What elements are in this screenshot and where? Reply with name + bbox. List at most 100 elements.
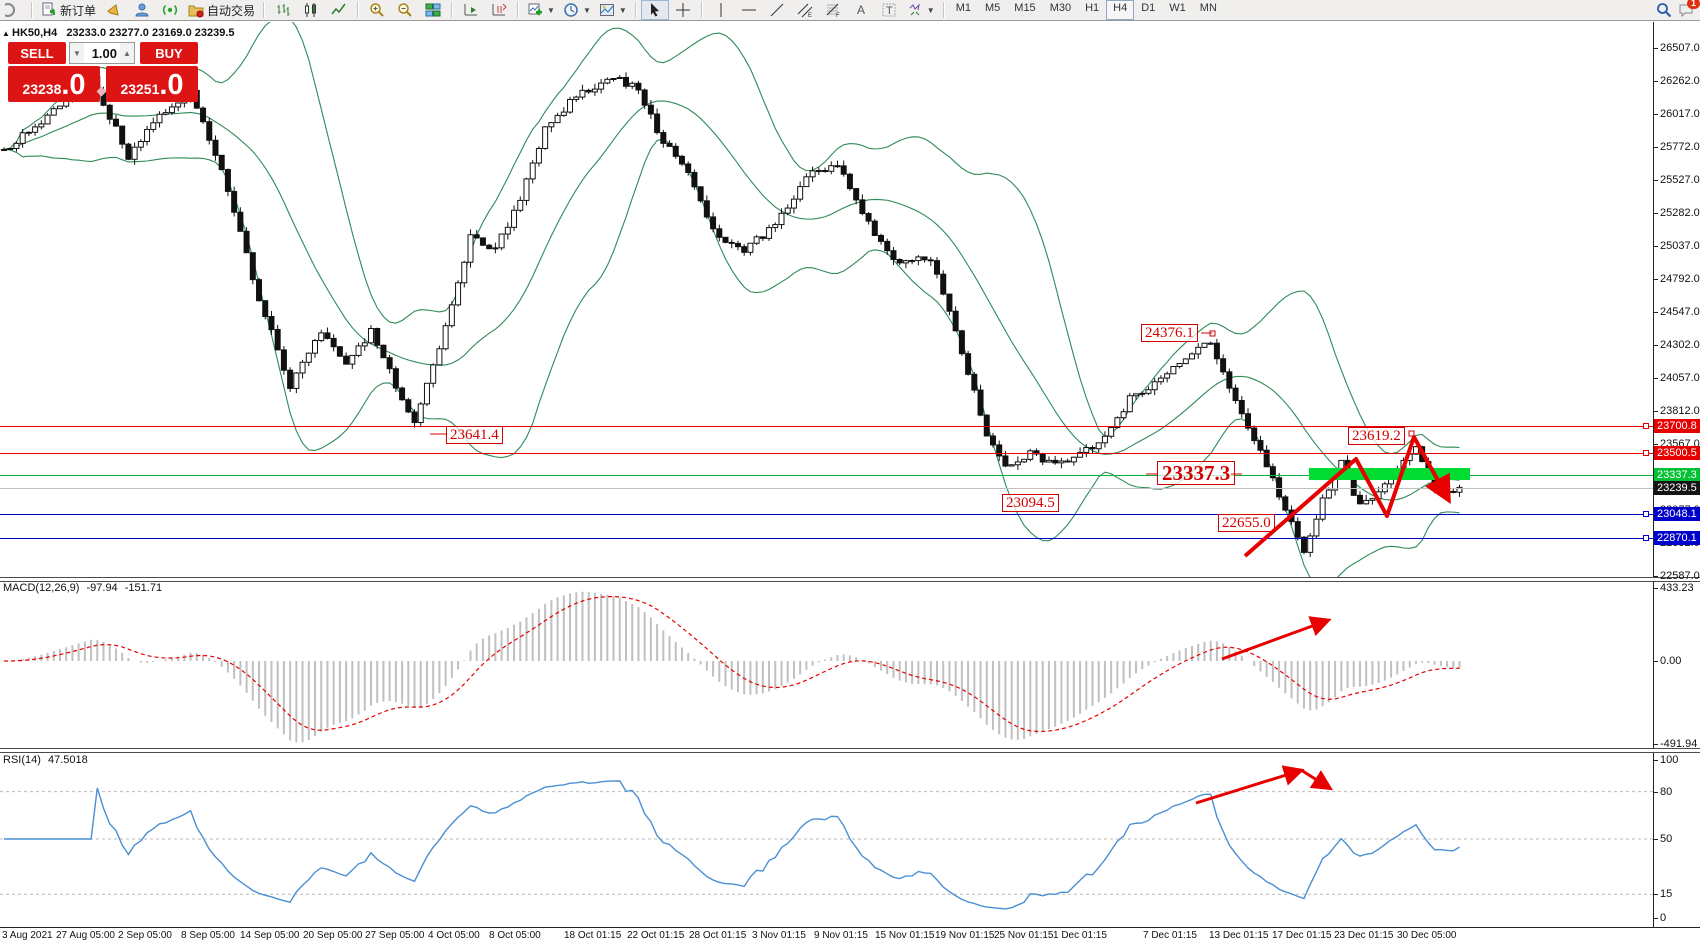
text-tool-button[interactable]: A — [847, 0, 875, 20]
alerts-button[interactable] — [100, 0, 128, 20]
channel-tool-button[interactable]: E — [791, 0, 819, 20]
panel-collapse-caret[interactable]: ▲ — [2, 29, 10, 38]
price-tick-mark — [1653, 576, 1658, 577]
candle-body — [728, 241, 735, 244]
price-tick-label: 25037.0 — [1660, 240, 1700, 252]
signals-button[interactable] — [156, 0, 184, 20]
candle-body — [361, 342, 368, 347]
volume-value[interactable]: 1.00 — [91, 45, 117, 61]
candle-body — [828, 165, 835, 172]
buy-button[interactable]: BUY — [140, 42, 198, 64]
candle-body — [635, 82, 642, 91]
dropdown-caret: ▼ — [547, 5, 555, 15]
candle-body — [753, 236, 760, 244]
candle-body — [442, 325, 449, 350]
tile-windows-button[interactable] — [419, 0, 447, 20]
candle-body — [262, 300, 269, 318]
volume-increase-button[interactable]: ▲ — [120, 43, 134, 63]
annotation-label-23337.3[interactable]: 23337.3 — [1157, 461, 1236, 485]
arrows-tool-button[interactable]: ▼ — [903, 0, 939, 20]
pane-separator-macd[interactable] — [0, 577, 1700, 582]
separator — [263, 2, 266, 18]
chart-candles-icon — [305, 3, 317, 17]
vline-tool-button[interactable] — [707, 0, 735, 20]
timeframe-d1[interactable]: D1 — [1141, 2, 1156, 14]
time-axis-label: 2 Sep 05:00 — [118, 930, 172, 941]
candle-body — [1126, 395, 1133, 413]
timeframe-m5[interactable]: M5 — [985, 2, 1001, 14]
candle-body — [890, 250, 897, 260]
time-axis-label: 13 Dec 01:15 — [1209, 930, 1269, 941]
sell-button[interactable]: SELL — [8, 42, 66, 64]
zoom-in-button[interactable] — [363, 0, 391, 20]
svg-text:F: F — [836, 13, 840, 18]
timeframe-w1[interactable]: W1 — [1169, 2, 1186, 14]
supply-zone-rectangle[interactable] — [1309, 468, 1470, 480]
chat-button[interactable]: 1 — [1678, 0, 1700, 18]
candle-body — [834, 165, 841, 168]
candle-body — [125, 143, 132, 160]
candle-body — [1444, 489, 1451, 492]
auto-scroll-button[interactable] — [457, 0, 485, 20]
candle-body — [840, 165, 847, 175]
vertical-line-icon — [720, 3, 722, 17]
dropdown-caret: ▼ — [926, 5, 935, 15]
market-watch-button[interactable] — [128, 0, 156, 20]
time-axis-label: 27 Sep 05:00 — [365, 930, 425, 941]
candle-body — [741, 246, 748, 253]
new-order-button[interactable]: 新订单 — [37, 0, 100, 20]
timeframe-group: M1 M5 M15 M30 H1 H4 D1 W1 MN — [949, 0, 1224, 20]
rsi-pane-canvas[interactable] — [0, 752, 1653, 926]
buy-price-display[interactable]: 23251.0 — [106, 66, 198, 102]
chart-shift-button[interactable] — [485, 0, 513, 20]
hline-tool-button[interactable] — [735, 0, 763, 20]
clipped-icon — [5, 3, 15, 17]
volume-decrease-button[interactable]: ▼ — [70, 43, 84, 63]
zoom-out-button[interactable] — [391, 0, 419, 20]
chart-candles-button[interactable] — [297, 0, 325, 20]
candle-body — [1045, 459, 1052, 463]
timeframe-m15[interactable]: M15 — [1014, 2, 1036, 14]
timeframe-m1[interactable]: M1 — [955, 2, 971, 14]
candle-body — [759, 236, 766, 239]
annotation-label-23641.4[interactable]: 23641.4 — [446, 426, 503, 444]
annotation-label-22655.0[interactable]: 22655.0 — [1218, 514, 1275, 532]
annotation-label-23094.5[interactable]: 23094.5 — [1002, 494, 1059, 512]
timeframe-m30[interactable]: M30 — [1049, 2, 1072, 14]
annotation-label-24376.1[interactable]: 24376.1 — [1141, 324, 1198, 342]
templates-button[interactable]: ▼ — [595, 0, 631, 20]
trendline-tool-button[interactable] — [763, 0, 791, 20]
timeframe-mn[interactable]: MN — [1199, 2, 1217, 14]
periods-button[interactable]: ▼ — [559, 0, 595, 20]
candle-body — [1356, 494, 1363, 505]
clipped-toolbar-icon[interactable] — [2, 0, 27, 20]
candle-body — [989, 435, 996, 446]
autotrading-button[interactable]: 自动交易 — [184, 0, 259, 20]
timeframe-h4[interactable]: H4 — [1106, 0, 1135, 20]
candle-body — [859, 199, 866, 215]
annotation-label-23619.2[interactable]: 23619.2 — [1348, 427, 1405, 445]
cursor-tool-button[interactable] — [640, 0, 669, 20]
candle-body — [206, 121, 213, 141]
indicators-button[interactable]: ▼ — [523, 0, 559, 20]
svg-text:E: E — [808, 13, 812, 18]
chart-line-button[interactable] — [325, 0, 353, 20]
candle-body — [1176, 363, 1183, 367]
candle-body — [312, 340, 318, 354]
crosshair-tool-button[interactable] — [669, 0, 697, 20]
fibonacci-tool-button[interactable]: F — [819, 0, 847, 20]
label-tool-button[interactable]: T — [875, 0, 903, 20]
search-icon[interactable] — [1656, 2, 1672, 18]
price-tick-label: 23812.0 — [1660, 405, 1700, 417]
buy-price-frac: .0 — [159, 69, 184, 101]
main-chart-canvas[interactable] — [0, 22, 1653, 578]
macd-pane-canvas[interactable] — [0, 581, 1653, 748]
candle-body — [386, 357, 393, 370]
candle-body — [256, 279, 263, 302]
candle-body — [846, 173, 853, 190]
pane-separator-rsi[interactable] — [0, 748, 1700, 753]
sell-price-display[interactable]: 23238.0 — [8, 66, 100, 102]
price-line-23500.5 — [0, 453, 1653, 454]
chart-bars-button[interactable] — [269, 0, 297, 20]
timeframe-h1[interactable]: H1 — [1085, 2, 1100, 14]
